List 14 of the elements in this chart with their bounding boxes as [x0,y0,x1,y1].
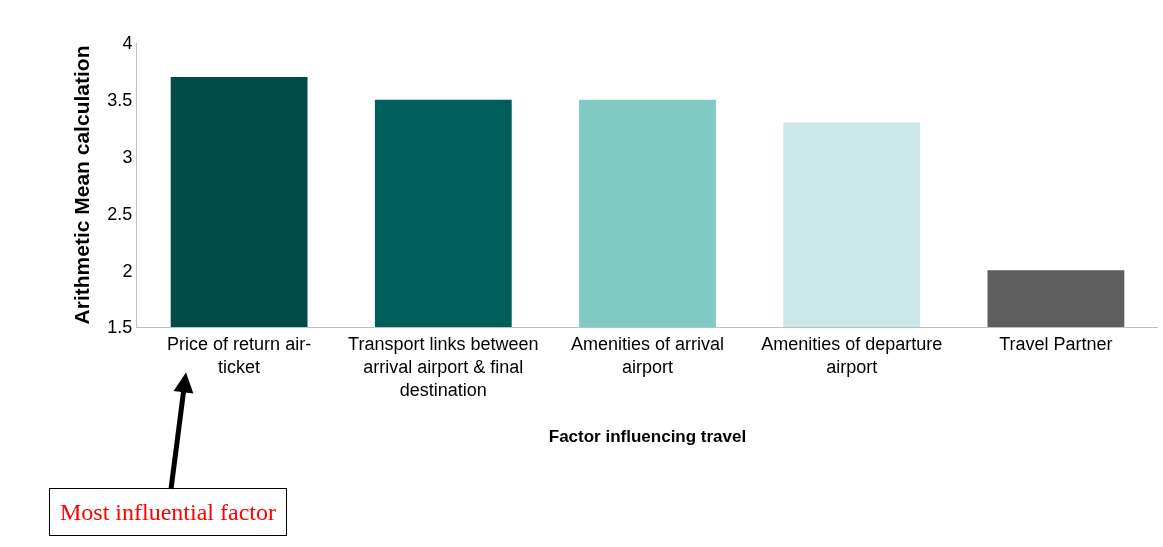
y-tick-label: 4 [122,33,133,54]
y-tick-label: 3.5 [107,90,133,111]
y-tick-label: 1.5 [107,317,133,338]
x-axis-title: Factor influencing travel [548,426,747,446]
x-tick-label: Travel Partner [999,333,1113,354]
y-tick-label: 3 [122,146,133,167]
y-axis-title: Arithmetic Mean calculation [69,45,93,325]
x-tick-label: Amenities of arrival airport [570,333,725,377]
x-tick-label: Amenities of departure airport [761,333,943,377]
x-tick-label: Transport links between arrival airport & final destination [348,333,539,401]
y-tick-label: 2 [122,260,133,281]
y-tick-label: 2.5 [107,203,133,224]
x-tick-label: Price of return air-ticket [167,333,312,377]
text: Most influential factor [60,499,276,525]
